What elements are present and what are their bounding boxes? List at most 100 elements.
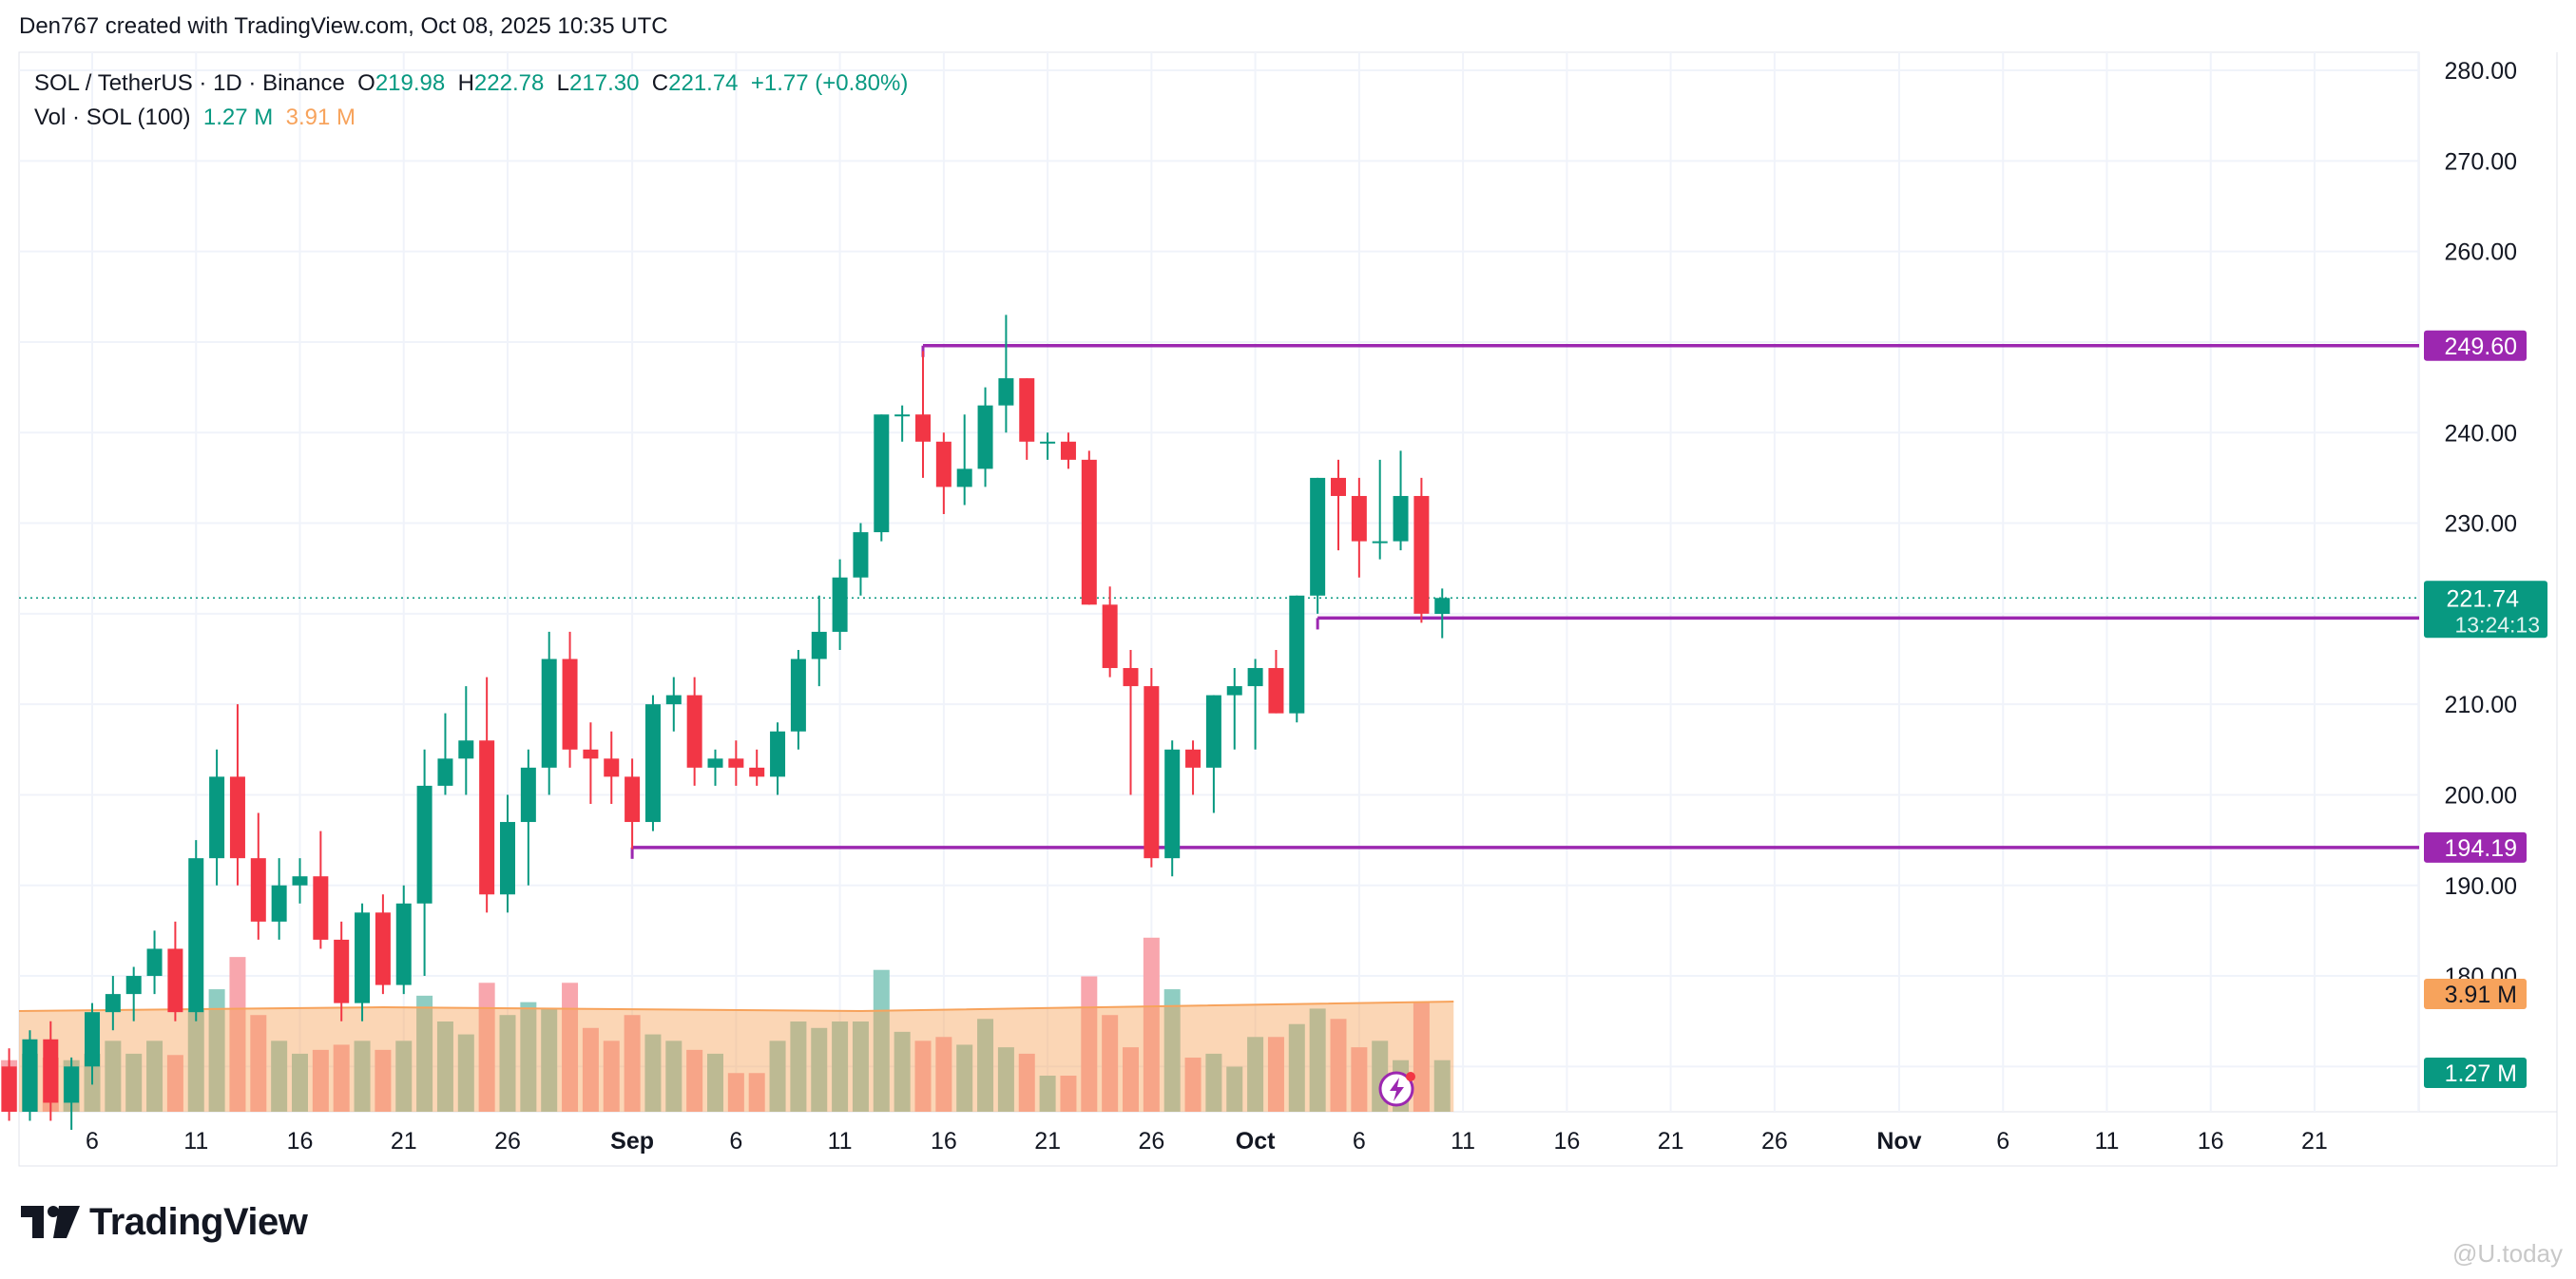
time-tick-label: 26 bbox=[494, 1128, 521, 1155]
source-watermark: @U.today bbox=[2452, 1239, 2563, 1268]
time-tick-label: 26 bbox=[1761, 1128, 1788, 1155]
change-value: +1.77 (+0.80%) bbox=[750, 70, 909, 96]
candle bbox=[271, 858, 287, 940]
volume-bar bbox=[1081, 976, 1098, 1112]
candle-body bbox=[1102, 604, 1118, 669]
candle-body bbox=[43, 1039, 59, 1103]
volume-bar bbox=[644, 1034, 662, 1112]
candle bbox=[770, 722, 786, 795]
time-tick-label: Nov bbox=[1876, 1128, 1921, 1155]
volume-bar bbox=[914, 1040, 932, 1112]
time-tick-label: 11 bbox=[2094, 1128, 2119, 1155]
candle bbox=[1060, 432, 1076, 469]
close-value: 221.74 bbox=[668, 70, 739, 96]
candle bbox=[355, 903, 371, 1021]
candle bbox=[915, 351, 931, 478]
tradingview-logo-icon bbox=[21, 1206, 80, 1238]
candle bbox=[395, 885, 412, 995]
volume-bar bbox=[333, 1044, 350, 1112]
symbol-label[interactable]: SOL / TetherUS · 1D · Binance bbox=[34, 70, 345, 96]
candle bbox=[604, 731, 620, 804]
high-value: 222.78 bbox=[473, 70, 545, 96]
candle bbox=[811, 595, 827, 687]
volume-bar bbox=[1267, 1037, 1284, 1112]
volume-bar bbox=[935, 1037, 952, 1112]
volume-bar bbox=[769, 1040, 786, 1112]
candle-body bbox=[707, 758, 723, 768]
candle bbox=[313, 830, 329, 949]
candle bbox=[188, 840, 204, 1021]
candle bbox=[1, 1048, 17, 1121]
candle-body bbox=[313, 876, 329, 940]
volume-bar bbox=[271, 1040, 288, 1112]
candle-body bbox=[500, 822, 515, 895]
candle-body bbox=[209, 776, 225, 859]
candle bbox=[625, 758, 641, 849]
volume-bar bbox=[852, 1021, 869, 1112]
candle-body bbox=[1019, 378, 1035, 442]
volume-bar bbox=[790, 1021, 807, 1112]
volume-bar bbox=[166, 1055, 183, 1112]
candle bbox=[1289, 595, 1305, 723]
grid-lines bbox=[19, 52, 2420, 1112]
candle bbox=[105, 976, 121, 1031]
candle-body bbox=[894, 414, 911, 417]
time-tick-label: 21 bbox=[2301, 1128, 2328, 1155]
tradingview-logo[interactable]: TradingView bbox=[21, 1199, 308, 1245]
candle bbox=[1040, 432, 1056, 460]
volume-bar bbox=[582, 1027, 599, 1112]
candle-body bbox=[1268, 668, 1284, 714]
volume-bar bbox=[811, 1027, 828, 1112]
tradingview-wordmark: TradingView bbox=[89, 1200, 308, 1243]
volume-bar bbox=[354, 1040, 371, 1112]
level-price-badge bbox=[2424, 831, 2527, 863]
volume-ma-badge bbox=[2424, 979, 2527, 1009]
volume-bar bbox=[187, 1008, 204, 1112]
volume-bar bbox=[727, 1073, 744, 1112]
volume-bar bbox=[208, 989, 225, 1112]
candle bbox=[125, 966, 142, 1021]
lightning-icon-bolt bbox=[1390, 1078, 1404, 1101]
volume-bar bbox=[1039, 1076, 1056, 1112]
time-tick-label: Sep bbox=[610, 1128, 654, 1155]
price-axis: 280.00270.00260.00250.00240.00230.00220.… bbox=[2424, 58, 2547, 1088]
time-tick-label: 21 bbox=[1658, 1128, 1684, 1155]
candle bbox=[665, 677, 682, 732]
candle-body bbox=[1081, 459, 1097, 605]
candle bbox=[1434, 588, 1451, 639]
volume-bar bbox=[1288, 1023, 1305, 1112]
volume-bar bbox=[1143, 937, 1160, 1112]
volume-bar bbox=[832, 1021, 849, 1112]
candle bbox=[935, 432, 952, 515]
volume-label[interactable]: Vol · SOL (100) bbox=[34, 105, 191, 130]
price-tick-label: 240.00 bbox=[2445, 420, 2517, 447]
candle bbox=[1102, 586, 1118, 678]
volume-bar bbox=[1247, 1037, 1264, 1112]
candle-body bbox=[1247, 668, 1263, 687]
volume-bar bbox=[977, 1019, 994, 1112]
lightning-icon[interactable] bbox=[1378, 1071, 1415, 1107]
candle bbox=[437, 713, 453, 795]
candle-body bbox=[437, 758, 453, 786]
time-tick-label: 16 bbox=[287, 1128, 314, 1155]
time-tick-label: 11 bbox=[1451, 1128, 1475, 1155]
volume-bar bbox=[665, 1040, 682, 1112]
candle-body bbox=[1040, 441, 1056, 444]
candle-body bbox=[1123, 668, 1139, 687]
price-tick-label: 230.00 bbox=[2445, 511, 2517, 538]
volume-bar bbox=[1060, 1076, 1077, 1112]
candle-body bbox=[604, 758, 620, 777]
candle-body bbox=[1060, 441, 1076, 460]
volume-bar bbox=[894, 1031, 911, 1112]
candle-body bbox=[790, 659, 806, 732]
candle-body bbox=[1289, 595, 1305, 714]
candle bbox=[832, 559, 848, 650]
volume-legend-row: Vol · SOL (100) 1.27 M 3.91 M bbox=[34, 101, 908, 135]
candle-body bbox=[292, 876, 308, 886]
volume-bar bbox=[1433, 1059, 1451, 1112]
candle bbox=[1393, 450, 1409, 551]
time-tick-label: 11 bbox=[828, 1128, 853, 1155]
candle-body bbox=[1372, 541, 1388, 544]
candle-body bbox=[520, 767, 536, 823]
